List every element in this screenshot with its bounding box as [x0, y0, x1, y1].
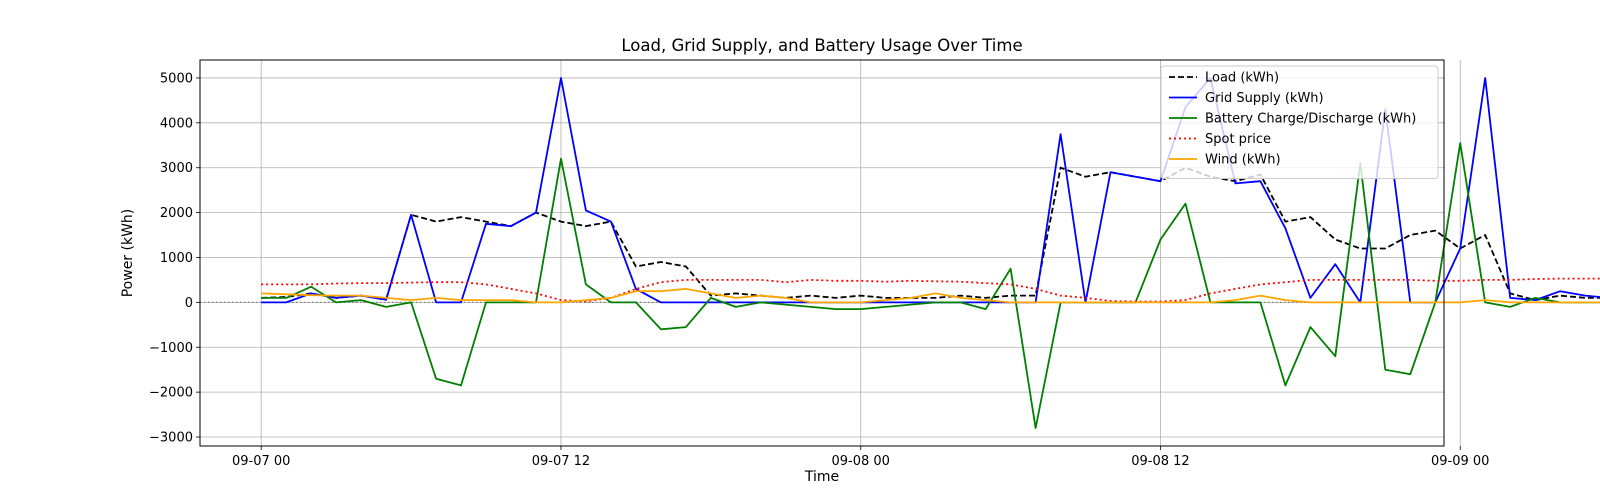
x-axis-title: Time — [804, 469, 839, 485]
legend-label: Grid Supply (kWh) — [1205, 91, 1324, 106]
legend: Load (kWh) Grid Supply (kWh) Battery Charg… — [1160, 65, 1439, 179]
y-tick-label: 2000 — [160, 206, 193, 221]
x-tick-label: 09-09 00 — [1431, 454, 1489, 469]
series-lines — [261, 77, 1600, 429]
y-tick-label: −1000 — [149, 341, 193, 356]
y-tick-label: 0 — [185, 296, 193, 311]
series-line-4 — [261, 287, 1600, 304]
y-tick-label: 4000 — [160, 116, 193, 131]
series-line-1 — [261, 77, 1600, 304]
y-axis-ticks: −3000 −2000 −1000 0 1000 2000 3000 4000 5000 — [149, 71, 200, 446]
x-tick-label: 09-08 12 — [1131, 454, 1189, 469]
series-line-0 — [261, 166, 1600, 302]
x-tick-label: 09-07 00 — [232, 454, 290, 469]
y-tick-label: 5000 — [160, 71, 193, 86]
legend-label: Wind (kWh) — [1205, 153, 1281, 168]
chart-title: Load, Grid Supply, and Battery Usage Ove… — [621, 36, 1022, 55]
legend-label: Spot price — [1205, 132, 1271, 147]
y-tick-label: −2000 — [149, 386, 193, 401]
legend-label: Battery Charge/Discharge (kWh) — [1205, 112, 1416, 127]
x-tick-label: 09-07 12 — [532, 454, 590, 469]
y-tick-label: 1000 — [160, 251, 193, 266]
plot-frame — [199, 59, 1445, 447]
x-tick-label: 09-08 00 — [831, 454, 889, 469]
y-tick-label: 3000 — [160, 161, 193, 176]
y-tick-label: −3000 — [149, 431, 193, 446]
x-axis-ticks: 09-07 00 09-07 12 09-08 00 09-08 12 09-09 00 — [232, 446, 1489, 469]
legend-label: Load (kWh) — [1205, 71, 1279, 86]
series-line-3 — [261, 277, 1600, 303]
y-axis-title: Power (kWh) — [120, 209, 136, 298]
legend-box — [1160, 65, 1439, 179]
